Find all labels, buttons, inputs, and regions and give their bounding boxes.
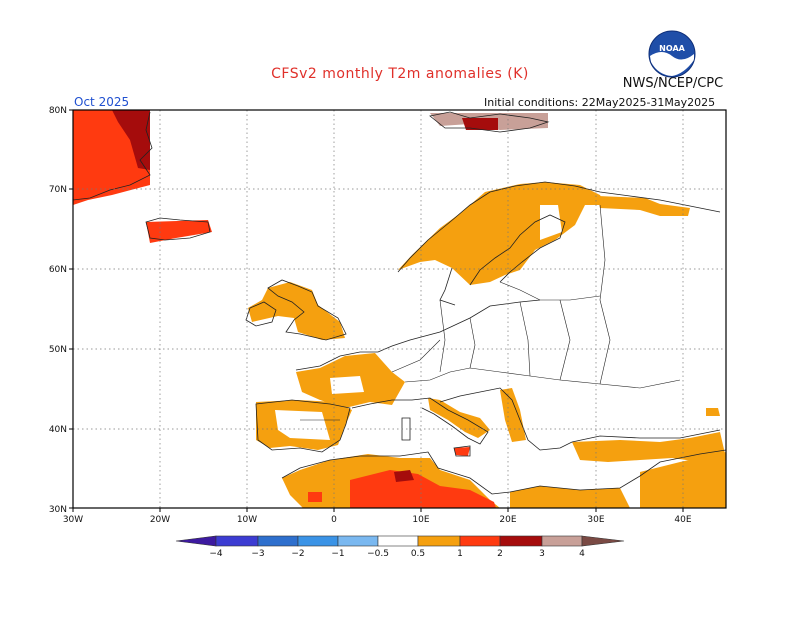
colorbar-swatch — [541, 535, 583, 547]
colorbar-tick-label: −0.5 — [367, 549, 389, 559]
colorbar-swatch — [337, 535, 379, 547]
colorbar-arrow-right — [581, 535, 625, 547]
colorbar-swatch — [417, 535, 461, 547]
colorbar-tick-label: 0.5 — [411, 549, 425, 559]
lat-label: 50N — [49, 345, 67, 355]
lon-label: 30E — [587, 515, 604, 525]
longitude-labels: 30W 20W 10W 0 10E 20E 30E 40E — [63, 515, 692, 525]
colorbar-swatch — [297, 535, 339, 547]
agency-label: NWS/NCEP/CPC — [622, 76, 724, 91]
colorbar-tick-label: 3 — [539, 549, 545, 559]
lon-label: 10E — [412, 515, 429, 525]
lon-label: 0 — [331, 515, 337, 525]
lon-label: 10W — [237, 515, 257, 525]
latitude-labels: 30N 40N 50N 60N 70N 80N — [49, 106, 67, 515]
colorbar: −4 −3 −2 −1 −0.5 0.5 1 2 3 4 — [175, 535, 625, 559]
colorbar-tick-label: 4 — [579, 549, 585, 559]
colorbar-swatch — [499, 535, 543, 547]
colorbar-tick-label: 1 — [457, 549, 463, 559]
graticule — [73, 110, 726, 508]
lat-label: 80N — [49, 106, 67, 116]
tick-marks — [69, 109, 684, 512]
lon-label: 20E — [499, 515, 516, 525]
lat-label: 70N — [49, 185, 67, 195]
svg-text:NOAA: NOAA — [659, 44, 685, 53]
colorbar-arrow-left — [175, 535, 217, 547]
colorbar-tick-label: −1 — [331, 549, 344, 559]
lon-label: 20W — [150, 515, 170, 525]
noaa-logo-icon: NOAA — [648, 30, 696, 78]
anomaly-fill — [73, 110, 726, 508]
colorbar-swatch — [257, 535, 299, 547]
lon-label: 40E — [674, 515, 691, 525]
colorbar-tick-label: −3 — [251, 549, 264, 559]
map-frame — [72, 109, 727, 509]
initial-conditions: Initial conditions: 22May2025-31May2025 — [484, 96, 716, 109]
coastlines — [72, 111, 727, 495]
country-borders — [300, 204, 681, 421]
lat-label: 30N — [49, 505, 67, 515]
colorbar-swatch — [215, 535, 259, 547]
colorbar-swatch — [377, 535, 419, 547]
map-title: CFSv2 monthly T2m anomalies (K) — [271, 66, 529, 82]
colorbar-tick-label: −4 — [209, 549, 223, 559]
forecast-month: Oct 2025 — [74, 95, 130, 109]
colorbar-tick-label: 2 — [497, 549, 503, 559]
lat-label: 60N — [49, 265, 67, 275]
colorbar-tick-label: −2 — [291, 549, 304, 559]
lon-label: 30W — [63, 515, 83, 525]
colorbar-swatch — [459, 535, 501, 547]
lat-label: 40N — [49, 425, 67, 435]
